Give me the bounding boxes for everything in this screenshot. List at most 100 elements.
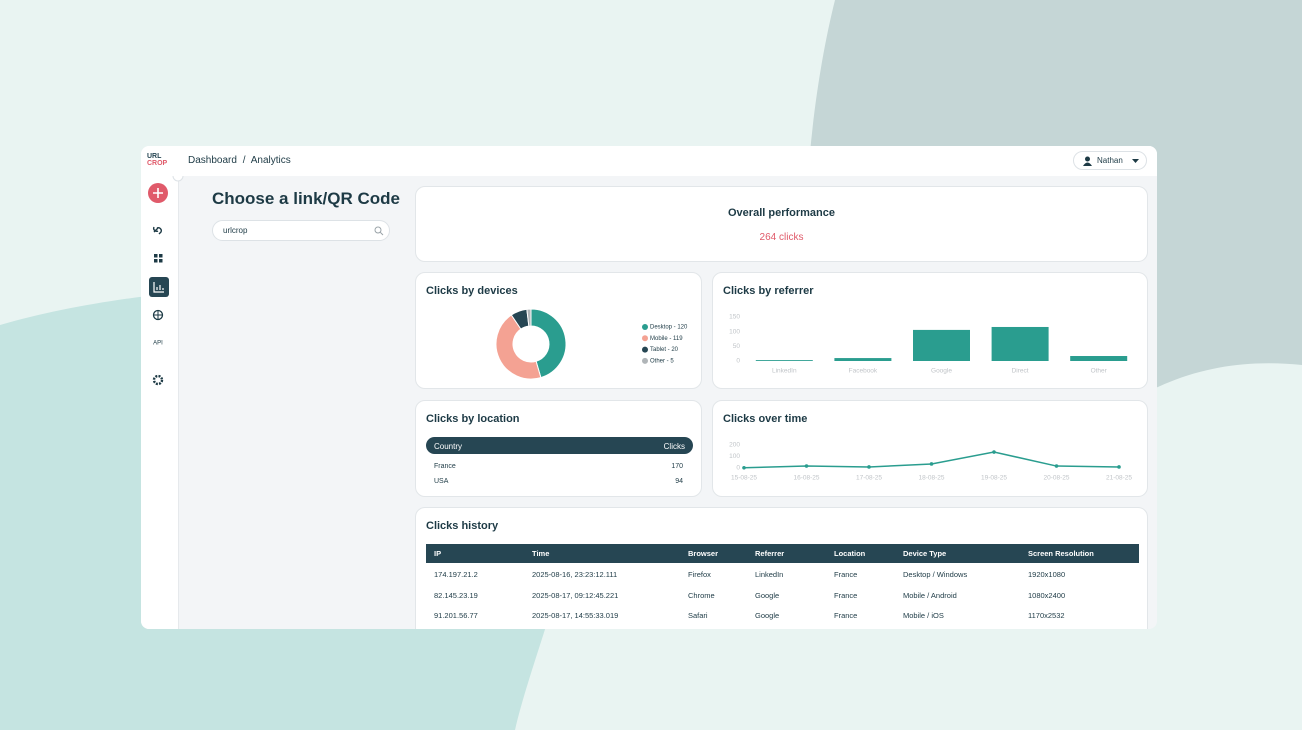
top-bar: URL CROP Dashboard / Analytics Nathan — [141, 146, 1157, 176]
logo-line: URL — [147, 153, 162, 160]
header-cell: Referrer — [755, 549, 785, 558]
card-title: Clicks by location — [426, 413, 520, 425]
point — [742, 465, 746, 470]
table-cell: Mobile / Android — [903, 590, 957, 600]
x-tick-label: 19-08-25 — [981, 475, 1007, 482]
donut-slice — [530, 308, 567, 379]
point — [929, 462, 934, 466]
donut-slice — [526, 308, 532, 327]
x-tick-label: Direct — [1012, 368, 1029, 375]
links-icon[interactable] — [153, 226, 162, 235]
table-cell: France — [834, 590, 858, 600]
table-cell: Firefox — [688, 570, 711, 579]
table-cell: France — [434, 463, 456, 470]
header-cell: Location — [834, 549, 866, 558]
point — [992, 450, 996, 454]
time-card: Clicks over time 0 100 200 15-08-25 16-08-25… — [712, 400, 1148, 497]
table-cell: Chrome — [688, 590, 715, 600]
table-header: Country Clicks — [426, 437, 693, 454]
card-title: Clicks by devices — [426, 285, 518, 297]
table-cell: 170 — [671, 463, 683, 470]
search-box[interactable]: urlcrop — [212, 220, 390, 241]
table-cell: 91.201.56.77 — [434, 611, 478, 620]
app-window: URL CROP Dashboard / Analytics Nathan AP… — [141, 146, 1157, 629]
legend-swatch — [642, 335, 648, 342]
table-cell: 2025-08-17, 09:12:45.221 — [532, 590, 619, 600]
logo: URL CROP — [147, 153, 167, 167]
header-cell: Clicks — [663, 442, 685, 451]
table-cell: 2025-08-16, 23:23:12.111 — [532, 570, 618, 579]
y-tick-label: 200 — [729, 442, 740, 449]
card-title: Clicks history — [426, 520, 499, 532]
analytics-icon[interactable] — [149, 277, 169, 297]
donut-chart: Desktop - 120 Mobile - 119 Tablet - 20 Othe… — [495, 308, 688, 380]
legend-swatch — [642, 357, 648, 364]
x-tick-label: Other — [1091, 368, 1108, 375]
y-tick-label: 50 — [733, 343, 741, 350]
x-tick-label: LinkedIn — [772, 368, 797, 375]
table-cell: France — [834, 570, 858, 579]
picker-title: Choose a link/QR Code — [212, 189, 400, 208]
history-card: Clicks history IP Time Browser Referrer Loca… — [415, 507, 1148, 629]
table-cell: 94 — [675, 478, 683, 485]
x-tick-label: 15-08-25 — [731, 475, 757, 482]
x-tick-label: 21-08-25 — [1106, 475, 1132, 482]
point — [1054, 464, 1059, 468]
total-clicks: 264 clicks — [759, 232, 804, 243]
table-cell: 82.145.23.19 — [434, 590, 478, 600]
bar — [834, 358, 892, 361]
line-chart: 0 100 200 15-08-25 16-08-25 17-08-25 18-08-25 1… — [729, 442, 1132, 482]
legend-label: Tablet - 20 — [650, 347, 679, 353]
table-cell: 1920x1080 — [1028, 570, 1066, 579]
table-cell: USA — [434, 478, 449, 485]
x-tick-label: 20-08-25 — [1043, 475, 1069, 482]
bar-chart: 0 50 100 150 LinkedIn Facebook Google Direct Oth… — [729, 314, 1128, 375]
card-title: Clicks over time — [723, 413, 808, 425]
logo-line: CROP — [147, 160, 168, 167]
breadcrumb: Dashboard / Analytics — [188, 155, 291, 166]
table-cell: 174.197.21.2 — [434, 570, 478, 579]
api-link[interactable]: API — [153, 341, 163, 347]
referrer-card: Clicks by referrer 0 50 100 150 LinkedIn Face… — [712, 272, 1148, 389]
legend-label: Mobile - 119 — [650, 336, 683, 342]
table-header — [426, 544, 1139, 563]
header-cell: Country — [434, 442, 463, 451]
table-cell: Desktop / Windows — [903, 570, 968, 579]
header-cell: Time — [532, 549, 550, 558]
table-cell: 1170x2532 — [1028, 611, 1065, 620]
breadcrumb-separator: / — [242, 155, 246, 166]
point — [867, 465, 871, 469]
table-cell: Google — [755, 611, 780, 620]
user-name: Nathan — [1097, 156, 1123, 165]
bar — [755, 360, 813, 361]
point — [804, 464, 809, 468]
y-tick-label: 0 — [736, 465, 740, 472]
card-title: Clicks by referrer — [723, 285, 814, 297]
legend-swatch — [642, 324, 648, 330]
overall-card: Overall performance 264 clicks — [415, 186, 1148, 262]
search-icon — [374, 226, 384, 236]
y-tick-label: 100 — [729, 453, 740, 460]
user-menu[interactable]: Nathan — [1073, 151, 1147, 170]
collapse-toggle[interactable] — [172, 176, 184, 182]
settings-icon[interactable] — [152, 374, 164, 386]
bar — [1070, 356, 1128, 361]
header-cell: IP — [434, 549, 442, 558]
sidebar-icons: API — [148, 176, 184, 386]
x-tick-label: 16-08-25 — [793, 475, 819, 482]
table-cell: Google — [755, 590, 780, 600]
header-cell: Browser — [688, 549, 719, 558]
legend-label: Other - 5 — [650, 358, 674, 364]
y-tick-label: 100 — [729, 328, 740, 335]
header-cell: Screen Resolution — [1028, 549, 1094, 558]
qr-icon[interactable] — [154, 254, 163, 263]
search-text: urlcrop — [223, 226, 248, 235]
table-cell: Safari — [688, 611, 708, 620]
legend-swatch — [642, 346, 648, 353]
x-tick-label: 18-08-25 — [918, 475, 944, 482]
user-icon — [1083, 156, 1092, 166]
breadcrumb-item[interactable]: Dashboard — [188, 155, 237, 166]
bar — [991, 326, 1049, 361]
breadcrumb-item: Analytics — [250, 155, 291, 166]
